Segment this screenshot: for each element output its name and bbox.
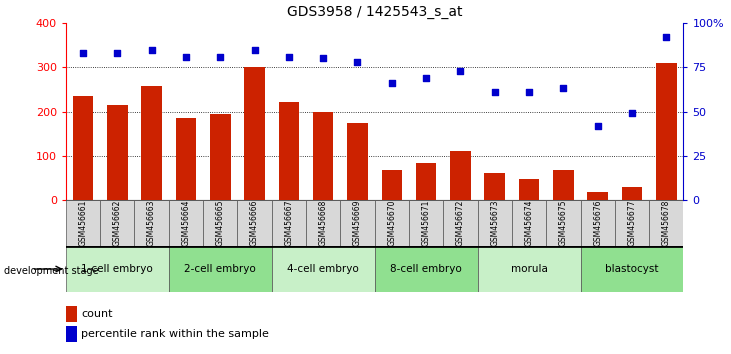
Bar	[450, 152, 471, 200]
Text: 2-cell embryo: 2-cell embryo	[184, 264, 256, 274]
Bar	[66, 326, 77, 342]
Point	[386, 80, 398, 86]
Text: GSM456667: GSM456667	[284, 200, 293, 246]
Bar	[615, 200, 649, 246]
Text: morula: morula	[511, 264, 548, 274]
Bar	[512, 200, 546, 246]
Bar	[313, 113, 333, 200]
Point	[111, 50, 123, 56]
Bar	[72, 96, 94, 200]
Text: GSM456662: GSM456662	[113, 200, 122, 246]
Bar	[107, 105, 127, 200]
Text: count: count	[81, 309, 113, 319]
Text: 8-cell embryo: 8-cell embryo	[390, 264, 462, 274]
Bar	[656, 63, 677, 200]
Point	[317, 56, 329, 61]
Bar	[306, 200, 341, 246]
Bar	[210, 114, 230, 200]
Point	[352, 59, 363, 65]
Bar	[272, 246, 374, 292]
Bar	[588, 192, 608, 200]
Point	[558, 86, 569, 91]
Bar	[621, 187, 643, 200]
Text: GSM456677: GSM456677	[627, 200, 637, 246]
Point	[249, 47, 260, 52]
Bar	[553, 170, 574, 200]
Bar	[238, 200, 272, 246]
Bar	[580, 200, 615, 246]
Bar	[546, 200, 580, 246]
Text: blastocyst: blastocyst	[605, 264, 659, 274]
Point	[145, 47, 157, 52]
Text: percentile rank within the sample: percentile rank within the sample	[81, 330, 269, 339]
Point	[523, 89, 535, 95]
Point	[489, 89, 501, 95]
Bar	[279, 102, 299, 200]
Text: GSM456673: GSM456673	[491, 200, 499, 246]
Bar	[477, 200, 512, 246]
Bar	[347, 124, 368, 200]
Text: GSM456666: GSM456666	[250, 200, 259, 246]
Bar	[66, 200, 100, 246]
Point	[283, 54, 295, 59]
Title: GDS3958 / 1425543_s_at: GDS3958 / 1425543_s_at	[287, 5, 463, 19]
Bar	[485, 173, 505, 200]
Bar	[272, 200, 306, 246]
Point	[455, 68, 466, 74]
Bar	[341, 200, 374, 246]
Point	[661, 34, 673, 40]
Text: 1-cell embryo: 1-cell embryo	[81, 264, 153, 274]
Bar	[66, 246, 169, 292]
Bar	[416, 163, 436, 200]
Bar	[649, 200, 683, 246]
Bar	[203, 200, 238, 246]
Text: GSM456663: GSM456663	[147, 200, 156, 246]
Bar	[169, 246, 272, 292]
Bar	[100, 200, 135, 246]
Text: GSM456669: GSM456669	[353, 200, 362, 246]
Bar	[135, 200, 169, 246]
Text: 4-cell embryo: 4-cell embryo	[287, 264, 359, 274]
Bar	[244, 67, 265, 200]
Text: development stage: development stage	[4, 266, 98, 276]
Bar	[519, 179, 539, 200]
Text: GSM456668: GSM456668	[319, 200, 327, 246]
Text: GSM456678: GSM456678	[662, 200, 671, 246]
Text: GSM456661: GSM456661	[78, 200, 88, 246]
Point	[77, 50, 88, 56]
Bar	[580, 246, 683, 292]
Text: GSM456672: GSM456672	[456, 200, 465, 246]
Bar	[66, 306, 77, 321]
Bar	[374, 246, 477, 292]
Point	[214, 54, 226, 59]
Bar	[382, 170, 402, 200]
Text: GSM456674: GSM456674	[525, 200, 534, 246]
Bar	[443, 200, 477, 246]
Text: GSM456675: GSM456675	[559, 200, 568, 246]
Text: GSM456671: GSM456671	[422, 200, 431, 246]
Bar	[169, 200, 203, 246]
Text: GSM456670: GSM456670	[387, 200, 396, 246]
Bar	[175, 118, 196, 200]
Point	[626, 110, 638, 116]
Bar	[409, 200, 443, 246]
Point	[592, 123, 604, 129]
Bar	[477, 246, 580, 292]
Text: GSM456665: GSM456665	[216, 200, 224, 246]
Text: GSM456676: GSM456676	[593, 200, 602, 246]
Point	[420, 75, 432, 81]
Text: GSM456664: GSM456664	[181, 200, 190, 246]
Bar	[141, 86, 162, 200]
Point	[180, 54, 192, 59]
Bar	[374, 200, 409, 246]
